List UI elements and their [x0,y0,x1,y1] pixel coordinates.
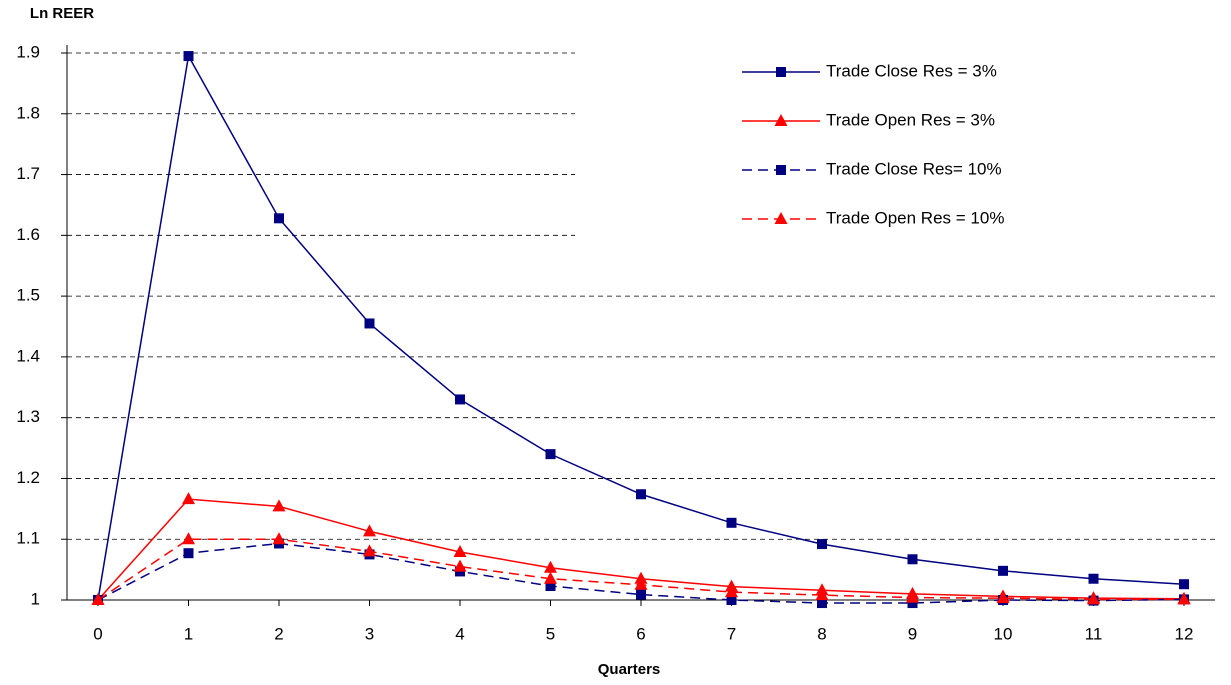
y-tick-label: 1.4 [16,346,40,365]
legend-box [575,40,1215,255]
y-tick-label: 1.3 [16,407,40,426]
marker [726,595,737,605]
marker [182,492,195,505]
legend-label: Trade Open Res = 3% [826,110,995,129]
x-tick-label: 1 [184,624,193,643]
marker [363,544,376,557]
marker [91,593,105,605]
marker [817,539,827,550]
marker [726,517,737,528]
marker [1179,579,1189,590]
x-tick-label: 10 [994,624,1013,643]
marker [636,589,646,600]
y-tick-label: 1.5 [16,286,40,305]
legend-marker [774,212,788,224]
y-tick-label: 1.1 [16,529,40,548]
x-tick-label: 12 [1175,624,1194,643]
marker [1087,592,1100,605]
x-tick-label: 2 [274,624,283,643]
x-tick-label: 3 [365,624,374,643]
y-tick-label: 1.7 [16,164,40,183]
legend-marker [776,67,786,77]
marker [182,532,195,545]
marker [453,544,467,557]
marker [544,560,557,573]
x-tick-label: 7 [727,624,736,643]
y-tick-label: 1.6 [16,225,40,244]
marker [455,394,465,405]
marker [364,318,375,329]
marker [363,524,376,537]
x-tick-label: 9 [908,624,917,643]
marker [1177,592,1191,605]
y-tick-label: 1.8 [16,103,40,122]
marker [272,532,286,545]
marker [272,499,286,512]
marker [907,554,918,565]
marker [725,585,738,598]
marker [996,591,1010,604]
legend-label: Trade Close Res = 3% [826,61,997,80]
x-tick-label: 4 [455,624,464,643]
marker [544,571,557,584]
marker [634,571,648,584]
x-tick-label: 11 [1085,624,1103,643]
marker [998,565,1008,576]
x-axis-title: Quarters [598,661,661,678]
marker [636,489,646,500]
marker [453,559,467,572]
marker [907,598,918,609]
legend-label: Trade Close Res= 10% [826,159,1002,178]
marker [545,449,556,460]
marker [183,51,194,62]
y-tick-label: 1.9 [16,42,40,61]
marker [1088,573,1099,584]
x-tick-label: 0 [93,624,102,643]
marker [817,598,827,609]
legend-label: Trade Open Res = 10% [826,208,1004,227]
x-tick-label: 8 [817,624,826,643]
marker [274,213,284,224]
y-axis-title: Ln REER [30,5,94,22]
x-tick-label: 6 [636,624,645,643]
marker [183,548,194,559]
marker [815,588,829,601]
marker [634,577,648,590]
marker [906,590,919,603]
legend-marker [774,114,788,126]
x-tick-label: 5 [546,624,555,643]
y-tick-label: 1 [31,589,40,608]
marker [545,581,556,592]
legend-marker [776,165,786,175]
y-tick-label: 1.2 [16,468,40,487]
